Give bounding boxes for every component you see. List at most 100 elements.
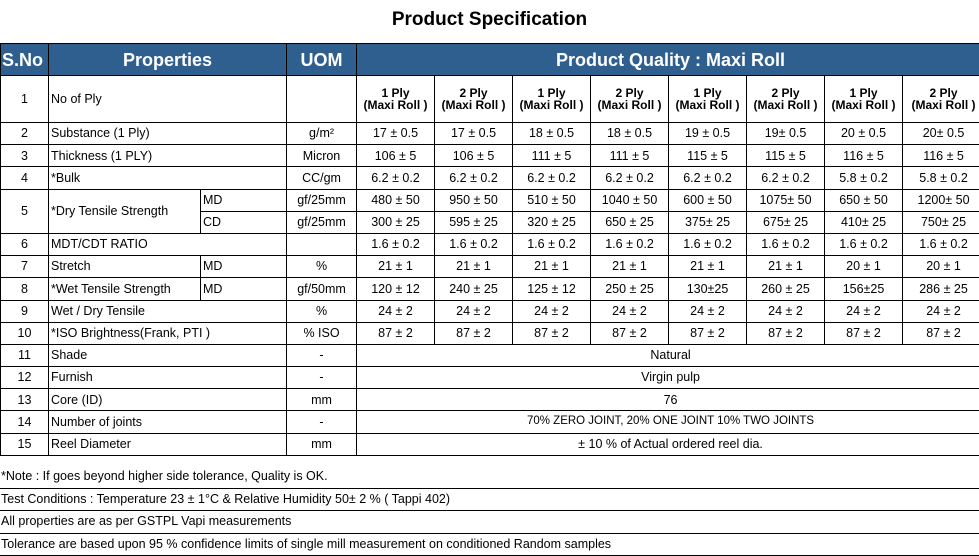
value-cell: 24 ± 2: [357, 300, 435, 322]
row-property: Number of joints: [49, 411, 287, 433]
ply-column-header: 2 Ply(Maxi Roll ): [591, 76, 669, 123]
table-row: 8 *Wet Tensile Strength MD gf/50mm 120 ±…: [1, 278, 979, 300]
row-sno: 5: [1, 189, 49, 233]
value-cell: 87 ± 2: [591, 322, 669, 344]
header-product-quality: Product Quality : Maxi Roll: [357, 44, 979, 76]
table-row: 9 Wet / Dry Tensile % 24 ± 2 24 ± 2 24 ±…: [1, 300, 979, 322]
row-sno: 6: [1, 233, 49, 255]
ply-column-header: 2 Ply(Maxi Roll ): [747, 76, 825, 123]
table-row: 7 Stretch MD % 21 ± 1 21 ± 1 21 ± 1 21 ±…: [1, 256, 979, 278]
row-uom: Micron: [287, 145, 357, 167]
row-property: Furnish: [49, 367, 287, 389]
table-row: 1 No of Ply 1 Ply(Maxi Roll ) 2 Ply(Maxi…: [1, 76, 979, 123]
value-cell: 24 ± 2: [903, 300, 979, 322]
table-row: 12 Furnish - Virgin pulp: [1, 367, 979, 389]
value-cell: 87 ± 2: [747, 322, 825, 344]
value-cell: 595 ± 25: [435, 211, 513, 233]
value-cell: 6.2 ± 0.2: [747, 167, 825, 189]
table-row: 11 Shade - Natural: [1, 344, 979, 366]
row-uom: [287, 76, 357, 123]
row-property: Wet / Dry Tensile: [49, 300, 287, 322]
row-sno: 7: [1, 256, 49, 278]
table-row: 14 Number of joints - 70% ZERO JOINT, 20…: [1, 411, 979, 433]
row-uom: gf/50mm: [287, 278, 357, 300]
row-uom: CC/gm: [287, 167, 357, 189]
table-row: 10 *ISO Brightness(Frank, PTI ) % ISO 87…: [1, 322, 979, 344]
row-sno: 15: [1, 433, 49, 455]
row-subproperty: MD: [201, 278, 287, 300]
value-cell: 106 ± 5: [435, 145, 513, 167]
value-cell: 320 ± 25: [513, 211, 591, 233]
page-title: Product Specification: [0, 9, 979, 31]
value-cell: 18 ± 0.5: [591, 123, 669, 145]
row-sno: 1: [1, 76, 49, 123]
value-cell: 375± 25: [669, 211, 747, 233]
value-cell: 111 ± 5: [591, 145, 669, 167]
value-cell: 87 ± 2: [357, 322, 435, 344]
value-cell: 650 ± 25: [591, 211, 669, 233]
table-row: 2 Substance (1 Ply) g/m² 17 ± 0.5 17 ± 0…: [1, 123, 979, 145]
value-cell: 1.6 ± 0.2: [513, 233, 591, 255]
row-property: Core (ID): [49, 389, 287, 411]
value-cell: 1.6 ± 0.2: [357, 233, 435, 255]
row-sno: 4: [1, 167, 49, 189]
value-cell: 115 ± 5: [747, 145, 825, 167]
value-cell: 20 ± 1: [825, 256, 903, 278]
value-cell: 1075± 50: [747, 189, 825, 211]
value-cell: 650 ± 50: [825, 189, 903, 211]
row-subproperty: MD: [201, 256, 287, 278]
row-uom: g/m²: [287, 123, 357, 145]
row-property: Substance (1 Ply): [49, 123, 287, 145]
row-uom: gf/25mm: [287, 211, 357, 233]
value-cell: 6.2 ± 0.2: [669, 167, 747, 189]
value-cell: 115 ± 5: [669, 145, 747, 167]
value-cell: 106 ± 5: [357, 145, 435, 167]
row-uom: -: [287, 344, 357, 366]
header-properties: Properties: [49, 44, 287, 76]
value-cell: 19 ± 0.5: [669, 123, 747, 145]
ply-column-header: 1 Ply(Maxi Roll ): [669, 76, 747, 123]
row-uom: -: [287, 367, 357, 389]
row-property: *Bulk: [49, 167, 287, 189]
value-cell: 87 ± 2: [825, 322, 903, 344]
table-row: 3 Thickness (1 PLY) Micron 106 ± 5 106 ±…: [1, 145, 979, 167]
row-sno: 11: [1, 344, 49, 366]
table-row: 4 *Bulk CC/gm 6.2 ± 0.2 6.2 ± 0.2 6.2 ± …: [1, 167, 979, 189]
value-cell: 600 ± 50: [669, 189, 747, 211]
header-sno: S.No: [1, 44, 49, 76]
value-cell: 6.2 ± 0.2: [357, 167, 435, 189]
value-cell: 24 ± 2: [747, 300, 825, 322]
row-sno: 12: [1, 367, 49, 389]
value-cell: 116 ± 5: [903, 145, 979, 167]
row-uom: %: [287, 256, 357, 278]
header-uom: UOM: [287, 44, 357, 76]
value-cell: 125 ± 12: [513, 278, 591, 300]
value-cell: 111 ± 5: [513, 145, 591, 167]
value-cell: 130±25: [669, 278, 747, 300]
value-cell: 5.8 ± 0.2: [903, 167, 979, 189]
value-cell: 24 ± 2: [669, 300, 747, 322]
note-line: Test Conditions : Temperature 23 ± 1°C &…: [0, 489, 979, 512]
value-cell: 87 ± 2: [513, 322, 591, 344]
value-cell: 19± 0.5: [747, 123, 825, 145]
ply-column-header: 1 Ply(Maxi Roll ): [513, 76, 591, 123]
value-cell: 21 ± 1: [747, 256, 825, 278]
row-sno: 2: [1, 123, 49, 145]
row-property: MDT/CDT RATIO: [49, 233, 287, 255]
value-cell: 156±25: [825, 278, 903, 300]
value-cell: 20± 0.5: [903, 123, 979, 145]
value-cell: 1.6 ± 0.2: [825, 233, 903, 255]
value-cell: 24 ± 2: [591, 300, 669, 322]
value-cell: 17 ± 0.5: [357, 123, 435, 145]
row-uom: mm: [287, 433, 357, 455]
value-cell: 300 ± 25: [357, 211, 435, 233]
merged-value-cell: 76: [357, 389, 979, 411]
row-sno: 9: [1, 300, 49, 322]
specification-table: S.No Properties UOM Product Quality : Ma…: [0, 43, 979, 456]
row-uom: %: [287, 300, 357, 322]
row-property: Stretch: [49, 256, 201, 278]
value-cell: 1.6 ± 0.2: [669, 233, 747, 255]
value-cell: 1040 ± 50: [591, 189, 669, 211]
table-row: 6 MDT/CDT RATIO 1.6 ± 0.2 1.6 ± 0.2 1.6 …: [1, 233, 979, 255]
value-cell: 20 ± 1: [903, 256, 979, 278]
